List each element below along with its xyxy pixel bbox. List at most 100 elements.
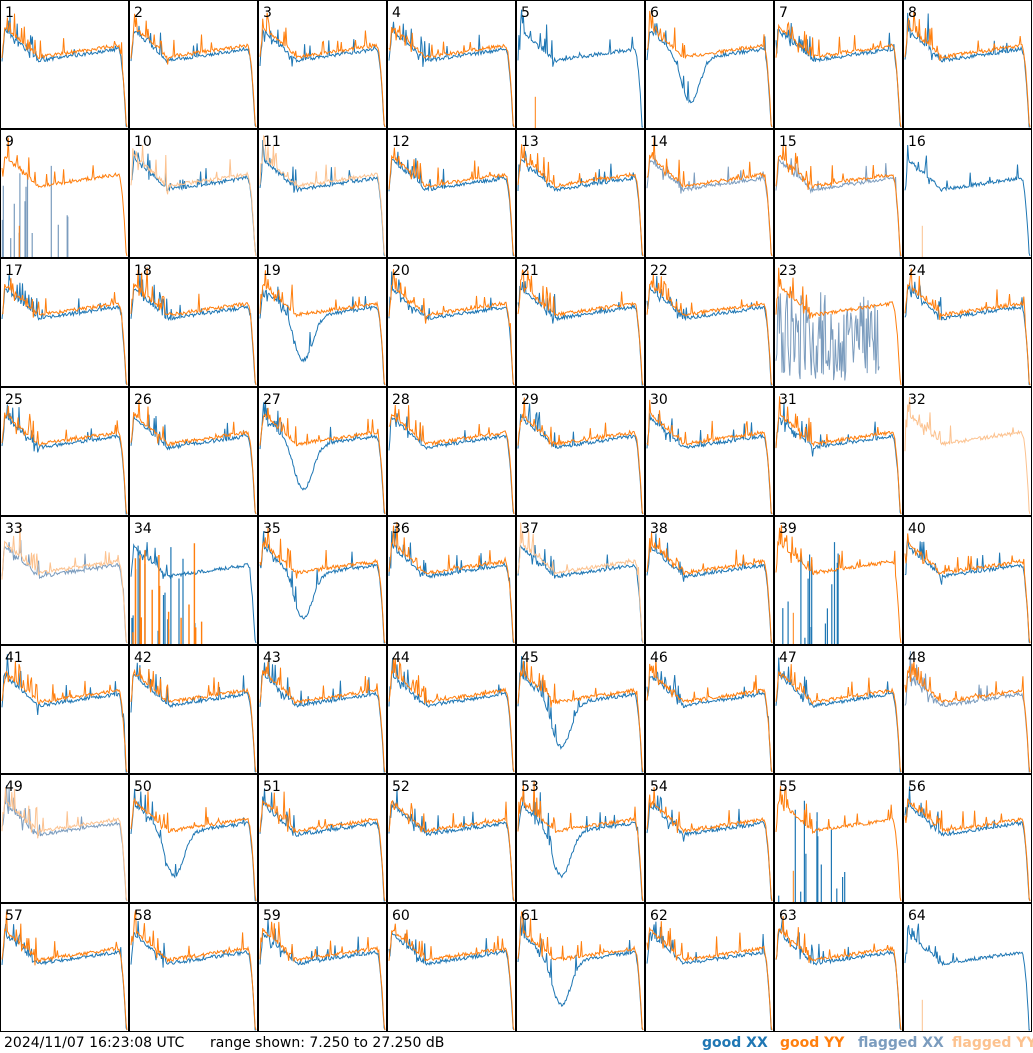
panel-frame (645, 903, 774, 1032)
footer: 2024/11/07 16:23:08 UTC range shown: 7.2… (0, 1032, 1033, 1053)
panel-label: 11 (263, 134, 281, 150)
xx-trace (775, 158, 901, 257)
panel-frame (903, 0, 1032, 129)
panel-frame (129, 258, 258, 387)
panel-48: 48 (903, 645, 1032, 774)
panel-24: 24 (903, 258, 1032, 387)
yy-trace (646, 921, 773, 1031)
panel-label: 13 (521, 134, 539, 150)
panel-label: 61 (521, 908, 539, 924)
panel-label: 54 (650, 779, 668, 795)
xx-trace (904, 144, 1031, 257)
panel-frame (129, 387, 258, 516)
yy-trace (646, 10, 773, 128)
panel-label: 12 (392, 134, 410, 150)
xx-trace (517, 403, 644, 515)
panel-label: 6 (650, 5, 659, 21)
panel-52: 52 (387, 774, 516, 903)
xx-trace (775, 918, 902, 1031)
panel-label: 64 (908, 908, 926, 924)
yy-trace (775, 785, 902, 902)
panel-11: 11 (258, 129, 387, 258)
legend-good-xx: good XX (702, 1035, 768, 1051)
yy-trace (388, 923, 515, 1031)
panel-label: 28 (392, 392, 410, 408)
panel-frame (516, 774, 645, 903)
panel-frame (387, 258, 516, 387)
yy-trace (904, 397, 1031, 515)
yy-trace (1, 661, 128, 773)
panel-label: 62 (650, 908, 668, 924)
xx-trace (130, 414, 257, 515)
panel-frame (258, 258, 387, 387)
panel-label: 47 (779, 650, 797, 666)
panel-frame (645, 129, 774, 258)
panel-frame (0, 129, 129, 258)
panel-frame (516, 129, 645, 258)
panel-frame (0, 645, 129, 774)
xx-trace (259, 29, 386, 128)
panel-41: 41 (0, 645, 129, 774)
panel-30: 30 (645, 387, 774, 516)
panel-frame (645, 645, 774, 774)
panel-label: 42 (134, 650, 152, 666)
panel-frame (258, 387, 387, 516)
panel-28: 28 (387, 387, 516, 516)
panel-label: 41 (5, 650, 23, 666)
panel-label: 17 (5, 263, 23, 279)
panel-frame (774, 774, 903, 903)
xx-trace (646, 921, 773, 1031)
panel-5: 5 (516, 0, 645, 129)
yy-trace (130, 400, 257, 515)
panel-1: 1 (0, 0, 129, 129)
yy-trace (775, 916, 902, 1031)
xx-trace (130, 273, 257, 386)
yy-trace (130, 145, 257, 257)
panel-8: 8 (903, 0, 1032, 129)
panel-29: 29 (516, 387, 645, 516)
panel-47: 47 (774, 645, 903, 774)
panel-frame (387, 903, 516, 1032)
panel-label: 15 (779, 134, 797, 150)
xx-trace (646, 533, 773, 644)
panel-frame (516, 387, 645, 516)
panel-61: 61 (516, 903, 645, 1032)
panel-frame (129, 903, 258, 1032)
yy-trace (259, 270, 386, 386)
yy-trace (1, 13, 128, 128)
xx-spikes (778, 800, 846, 902)
yy-trace (775, 145, 902, 257)
timestamp: 2024/11/07 16:23:08 UTC (4, 1035, 185, 1051)
panel-label: 8 (908, 5, 917, 21)
panel-frame (258, 774, 387, 903)
panel-label: 57 (5, 908, 23, 924)
panel-2: 2 (129, 0, 258, 129)
panel-frame (903, 774, 1032, 903)
yy-trace (259, 661, 386, 773)
xx-trace (904, 281, 1031, 386)
yy-trace (1, 787, 128, 902)
panel-label: 19 (263, 263, 281, 279)
panel-17: 17 (0, 258, 129, 387)
panel-35: 35 (258, 516, 387, 645)
panel-label: 24 (908, 263, 926, 279)
panel-frame (903, 645, 1032, 774)
panel-43: 43 (258, 645, 387, 774)
panel-frame (387, 774, 516, 903)
panel-12: 12 (387, 129, 516, 258)
yy-trace (130, 267, 257, 386)
range-label: range shown: 7.250 to 27.250 dB (210, 1035, 445, 1051)
xx-trace (646, 670, 773, 773)
panel-frame (516, 645, 645, 774)
panel-frame (774, 258, 903, 387)
xx-trace (517, 916, 644, 1031)
yy-spikes (132, 543, 203, 644)
xx-trace (517, 656, 643, 773)
panel-58: 58 (129, 903, 258, 1032)
yy-trace (517, 660, 644, 773)
yy-trace (130, 910, 257, 1031)
legend-good-yy: good YY (780, 1035, 845, 1051)
yy-trace (775, 664, 902, 773)
panel-42: 42 (129, 645, 258, 774)
panel-frame (903, 903, 1032, 1032)
